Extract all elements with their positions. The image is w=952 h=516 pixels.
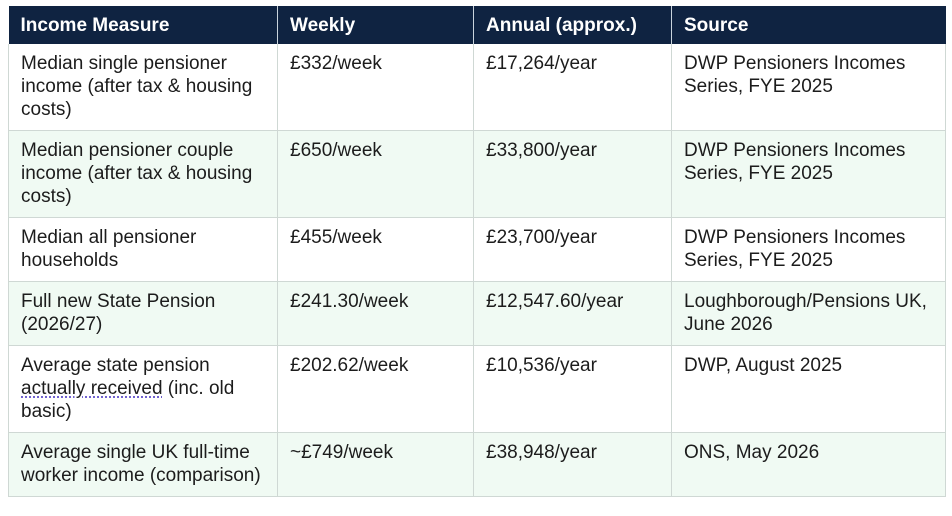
table-header: Income Measure Weekly Annual (approx.) S… <box>8 6 946 44</box>
cell-annual: £17,264/year <box>473 44 672 131</box>
cell-weekly: £241.30/week <box>277 281 474 346</box>
table-body: Median single pensioner income (after ta… <box>8 44 946 497</box>
header-weekly: Weekly <box>277 6 474 44</box>
cell-weekly: £650/week <box>277 130 474 218</box>
cell-source: DWP Pensioners Incomes Series, FYE 2025 <box>671 130 946 218</box>
cell-weekly: £332/week <box>277 44 474 131</box>
cell-weekly: £202.62/week <box>277 345 474 433</box>
header-row: Income Measure Weekly Annual (approx.) S… <box>8 6 946 44</box>
table-row: Median pensioner couple income (after ta… <box>8 130 946 218</box>
cell-measure: Median single pensioner income (after ta… <box>8 44 278 131</box>
table-row: Average single UK full-time worker incom… <box>8 432 946 497</box>
cell-source: Loughborough/Pensions UK, June 2026 <box>671 281 946 346</box>
cell-weekly: ~£749/week <box>277 432 474 497</box>
measure-text-post: (inc. old basic) <box>21 378 235 422</box>
cell-annual: £10,536/year <box>473 345 672 433</box>
cell-source: DWP, August 2025 <box>671 345 946 433</box>
cell-source: ONS, May 2026 <box>671 432 946 497</box>
cell-measure: Median all pensioner households <box>8 217 278 282</box>
cell-annual: £12,547.60/year <box>473 281 672 346</box>
cell-weekly: £455/week <box>277 217 474 282</box>
table-row: Median all pensioner households £455/wee… <box>8 217 946 282</box>
measure-text-pre: Average state pension <box>21 355 210 376</box>
cell-measure: Full new State Pension (2026/27) <box>8 281 278 346</box>
cell-source: DWP Pensioners Incomes Series, FYE 2025 <box>671 217 946 282</box>
header-source: Source <box>671 6 946 44</box>
cell-annual: £23,700/year <box>473 217 672 282</box>
cell-measure: Average state pension actually received … <box>8 345 278 433</box>
cell-annual: £38,948/year <box>473 432 672 497</box>
cell-source: DWP Pensioners Incomes Series, FYE 2025 <box>671 44 946 131</box>
table-row: Average state pension actually received … <box>8 345 946 433</box>
table-row: Median single pensioner income (after ta… <box>8 44 946 131</box>
cell-measure: Median pensioner couple income (after ta… <box>8 130 278 218</box>
header-income-measure: Income Measure <box>8 6 278 44</box>
header-annual: Annual (approx.) <box>473 6 672 44</box>
table-row: Full new State Pension (2026/27) £241.30… <box>8 281 946 346</box>
measure-annotated-text[interactable]: actually received <box>21 378 163 399</box>
cell-annual: £33,800/year <box>473 130 672 218</box>
income-comparison-table: Income Measure Weekly Annual (approx.) S… <box>8 6 946 497</box>
cell-measure: Average single UK full-time worker incom… <box>8 432 278 497</box>
